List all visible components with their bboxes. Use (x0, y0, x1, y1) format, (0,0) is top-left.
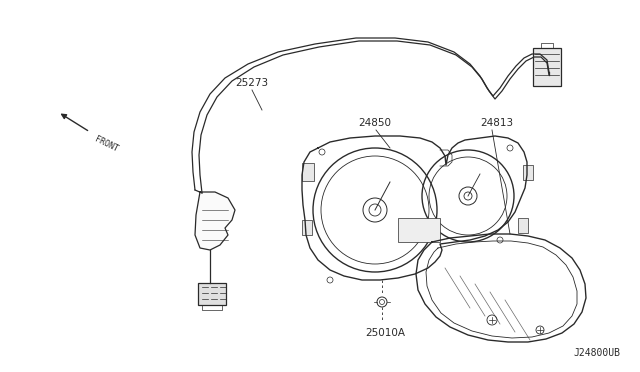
Text: 25010A: 25010A (365, 328, 405, 338)
Text: 24813: 24813 (480, 118, 513, 128)
Text: 24850: 24850 (358, 118, 391, 128)
Bar (302, 163, 314, 181)
Text: FRONT: FRONT (93, 135, 120, 154)
Polygon shape (195, 192, 235, 250)
Bar (198, 283, 226, 305)
Bar (518, 218, 528, 233)
Text: 25273: 25273 (236, 78, 269, 88)
Bar (533, 48, 561, 86)
Bar (302, 220, 312, 235)
Bar (398, 218, 440, 242)
Bar (523, 165, 533, 180)
Text: J24800UB: J24800UB (573, 348, 620, 358)
